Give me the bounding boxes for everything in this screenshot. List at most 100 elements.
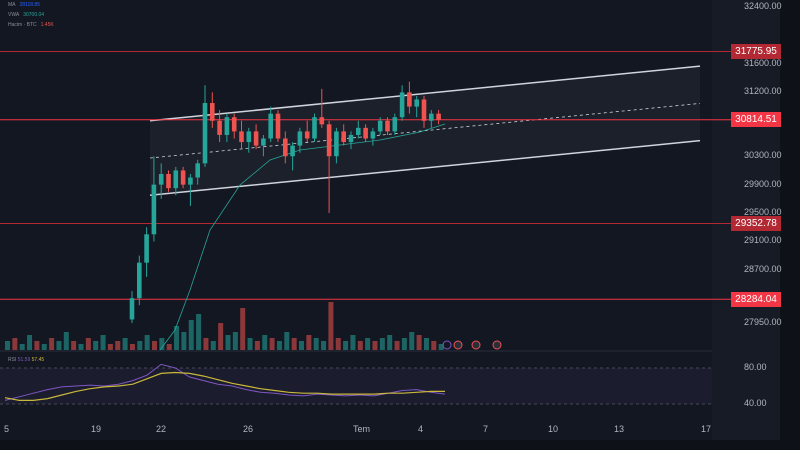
candle-body [326, 124, 332, 157]
legend-volume: Hacim · BTC 1.45K [8, 22, 54, 28]
volume-bar [401, 338, 407, 350]
volume-bar [276, 341, 282, 350]
volume-bar [431, 341, 437, 350]
candle-body [348, 134, 354, 143]
candle-body [377, 120, 383, 132]
date-tick: 22 [156, 424, 167, 434]
price-tick: 27950.00 [744, 317, 782, 327]
volume-bar [218, 323, 224, 350]
rsi-line [4, 363, 446, 401]
candle-body [246, 131, 252, 143]
volume-bar [188, 320, 194, 350]
legend-volume-label: Hacim · BTC [8, 22, 37, 28]
flag-event-icon[interactable] [492, 340, 502, 350]
legend-vwap-label: VWA [8, 12, 20, 18]
right-toolbar-strip [780, 0, 800, 450]
volume-bar [122, 338, 128, 350]
price-tick: 31600.00 [744, 58, 782, 68]
date-tick: 5 [4, 424, 10, 434]
candle-body [261, 138, 266, 146]
volume-bar [181, 332, 187, 350]
volume-bar [254, 341, 260, 350]
price-level-label: 29352.78 [731, 215, 781, 231]
volume-bar [5, 341, 10, 350]
candle-body [210, 103, 215, 121]
volume-bar [321, 341, 327, 350]
volume-bar [100, 335, 106, 350]
candle-body [334, 131, 339, 157]
volume-bar [284, 332, 290, 350]
volume-bar [27, 335, 33, 350]
price-tick: 31200.00 [744, 86, 782, 97]
ma-line [159, 123, 446, 351]
legend-volume-value: 1.45K [40, 22, 54, 28]
volume-bar [196, 314, 202, 350]
volume-bar [394, 341, 400, 350]
volume-bar [137, 341, 143, 350]
volume-bar [269, 338, 275, 350]
volume-bar [78, 344, 84, 350]
price-tick: 30300.00 [744, 150, 782, 161]
volume-bar [115, 341, 121, 350]
candle-body [421, 99, 427, 121]
volume-bar [129, 344, 135, 350]
price-level-label: 31775.95 [731, 44, 781, 59]
volume-bar [174, 326, 180, 350]
rsi-legend: RSI 51.59 57.45 [8, 357, 44, 363]
candle-body [158, 173, 164, 185]
earnings-event-icon[interactable] [442, 340, 452, 350]
price-tick: 29500.00 [744, 207, 782, 218]
candle-body [370, 131, 376, 139]
rsi-ma-line [4, 371, 445, 401]
volume-bar [438, 344, 444, 350]
volume-bar [144, 335, 150, 350]
candle-body [151, 184, 157, 235]
rsi-tick: 80.00 [744, 362, 767, 372]
volume-bar [159, 338, 165, 350]
legend-vwap-value: 30700.04 [23, 12, 45, 18]
volume-bar [350, 335, 356, 350]
date-tick: 4 [418, 424, 424, 434]
volume-bar [210, 341, 216, 350]
volume-bar [379, 338, 385, 350]
price-tick: 32400.00 [744, 1, 782, 12]
volume-bar [49, 338, 55, 350]
candle-body [385, 120, 390, 132]
candle-body [275, 113, 281, 139]
volume-bar [328, 302, 334, 350]
candle-body [399, 92, 405, 118]
flag-event-icon[interactable] [471, 340, 481, 350]
volume-bar [335, 338, 341, 350]
candle-body [392, 117, 398, 132]
volume-bar [203, 338, 209, 350]
candle-body [319, 117, 325, 125]
price-tick: 29900.00 [744, 178, 782, 189]
volume-bar [240, 308, 246, 350]
legend-ma-label: MA [8, 2, 16, 8]
price-level-label: 30814.51 [731, 112, 781, 128]
volume-bar [71, 341, 77, 350]
volume-bar [225, 335, 231, 350]
volume-bar [372, 341, 378, 350]
volume-bar [63, 332, 69, 350]
channel-lower-line [149, 139, 701, 197]
candle-body [290, 145, 295, 157]
rsi-ma-value: 57.45 [31, 357, 45, 363]
legend-vwap: VWA 30700.04 [8, 12, 44, 18]
candle-body [137, 262, 142, 299]
date-tick: 10 [548, 424, 559, 434]
date-tick: 19 [91, 424, 102, 434]
volume-bar [343, 341, 349, 350]
candle-body [202, 103, 208, 164]
volume-bar [34, 341, 40, 350]
volume-bar [232, 332, 238, 350]
rsi-label: RSI [8, 357, 17, 363]
flag-event-icon[interactable] [453, 340, 463, 350]
candle-body [283, 138, 288, 157]
candle-body [414, 99, 419, 107]
volume-bar [423, 338, 429, 350]
candle-body [429, 113, 434, 121]
candle-body [231, 117, 237, 132]
price-tick: 28700.00 [744, 263, 782, 274]
